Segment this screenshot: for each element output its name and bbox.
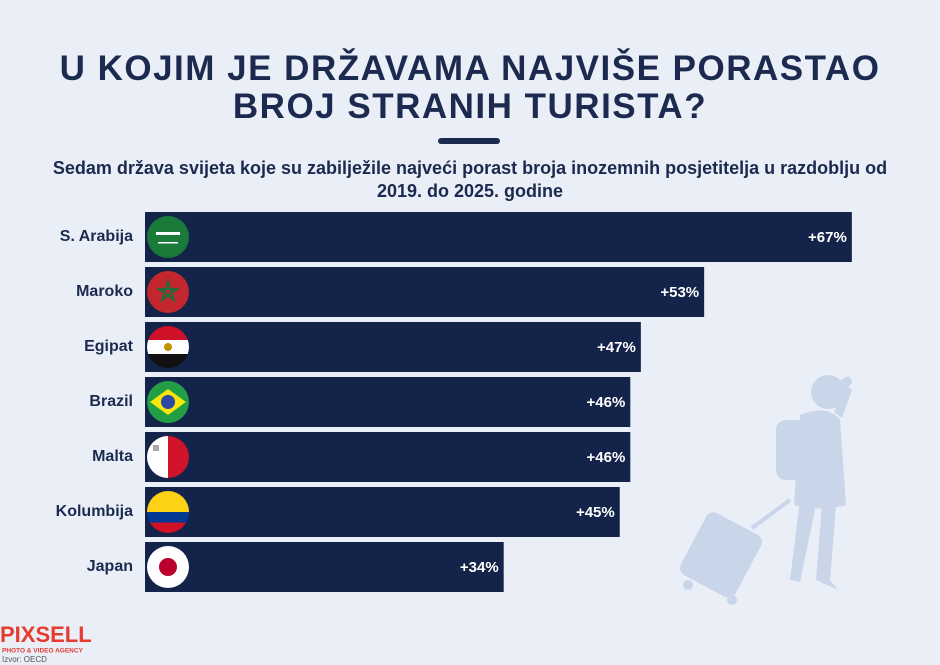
flag (147, 326, 189, 340)
flag-icon (147, 491, 189, 533)
value-label: +34% (460, 559, 499, 576)
flag (158, 242, 178, 244)
value-label: +46% (587, 394, 626, 411)
flag (153, 445, 159, 451)
flag (147, 512, 189, 523)
title-rule (438, 138, 500, 144)
flag (159, 558, 177, 576)
bar (145, 487, 620, 537)
bar (145, 377, 631, 427)
flag (147, 491, 189, 512)
category-label: Japan (87, 558, 133, 575)
bar (145, 212, 852, 262)
flag-icon (147, 271, 189, 313)
bar (145, 267, 705, 317)
category-label: Malta (92, 448, 133, 465)
flag-icon (147, 216, 189, 258)
chart-title: U KOJIM JE DRŽAVAMA NAJVIŠE PORASTAO BRO… (59, 49, 881, 126)
value-label: +53% (660, 284, 699, 301)
category-label: Brazil (89, 393, 133, 410)
flag (155, 278, 181, 303)
bar (145, 322, 641, 372)
flag-icon (147, 381, 189, 423)
category-label: Maroko (76, 283, 133, 300)
traveler-silhouette (680, 375, 853, 605)
flag-icon (147, 546, 189, 588)
source: Izvor: OECD (2, 655, 47, 664)
logo-tagline: PHOTO & VIDEO AGENCY (2, 648, 84, 655)
category-label: Kolumbija (56, 503, 133, 520)
chart-subtitle: Sedam država svijeta koje su zabilježile… (52, 158, 888, 201)
logo: PIXSELL (0, 622, 92, 647)
flag (156, 232, 180, 235)
bar (145, 542, 504, 592)
flag (164, 343, 172, 351)
flag (147, 436, 168, 478)
value-label: +45% (576, 504, 615, 521)
flag-icon (147, 436, 189, 478)
value-label: +47% (597, 339, 636, 356)
flag (161, 395, 175, 409)
flag (147, 216, 189, 258)
flag (147, 522, 189, 533)
category-label: S. Arabija (60, 228, 133, 245)
category-label: Egipat (84, 338, 134, 355)
bar (145, 432, 631, 482)
flag (147, 354, 189, 368)
value-label: +46% (587, 449, 626, 466)
value-label: +67% (808, 229, 847, 246)
flag (147, 271, 189, 313)
flag-icon (147, 326, 189, 368)
